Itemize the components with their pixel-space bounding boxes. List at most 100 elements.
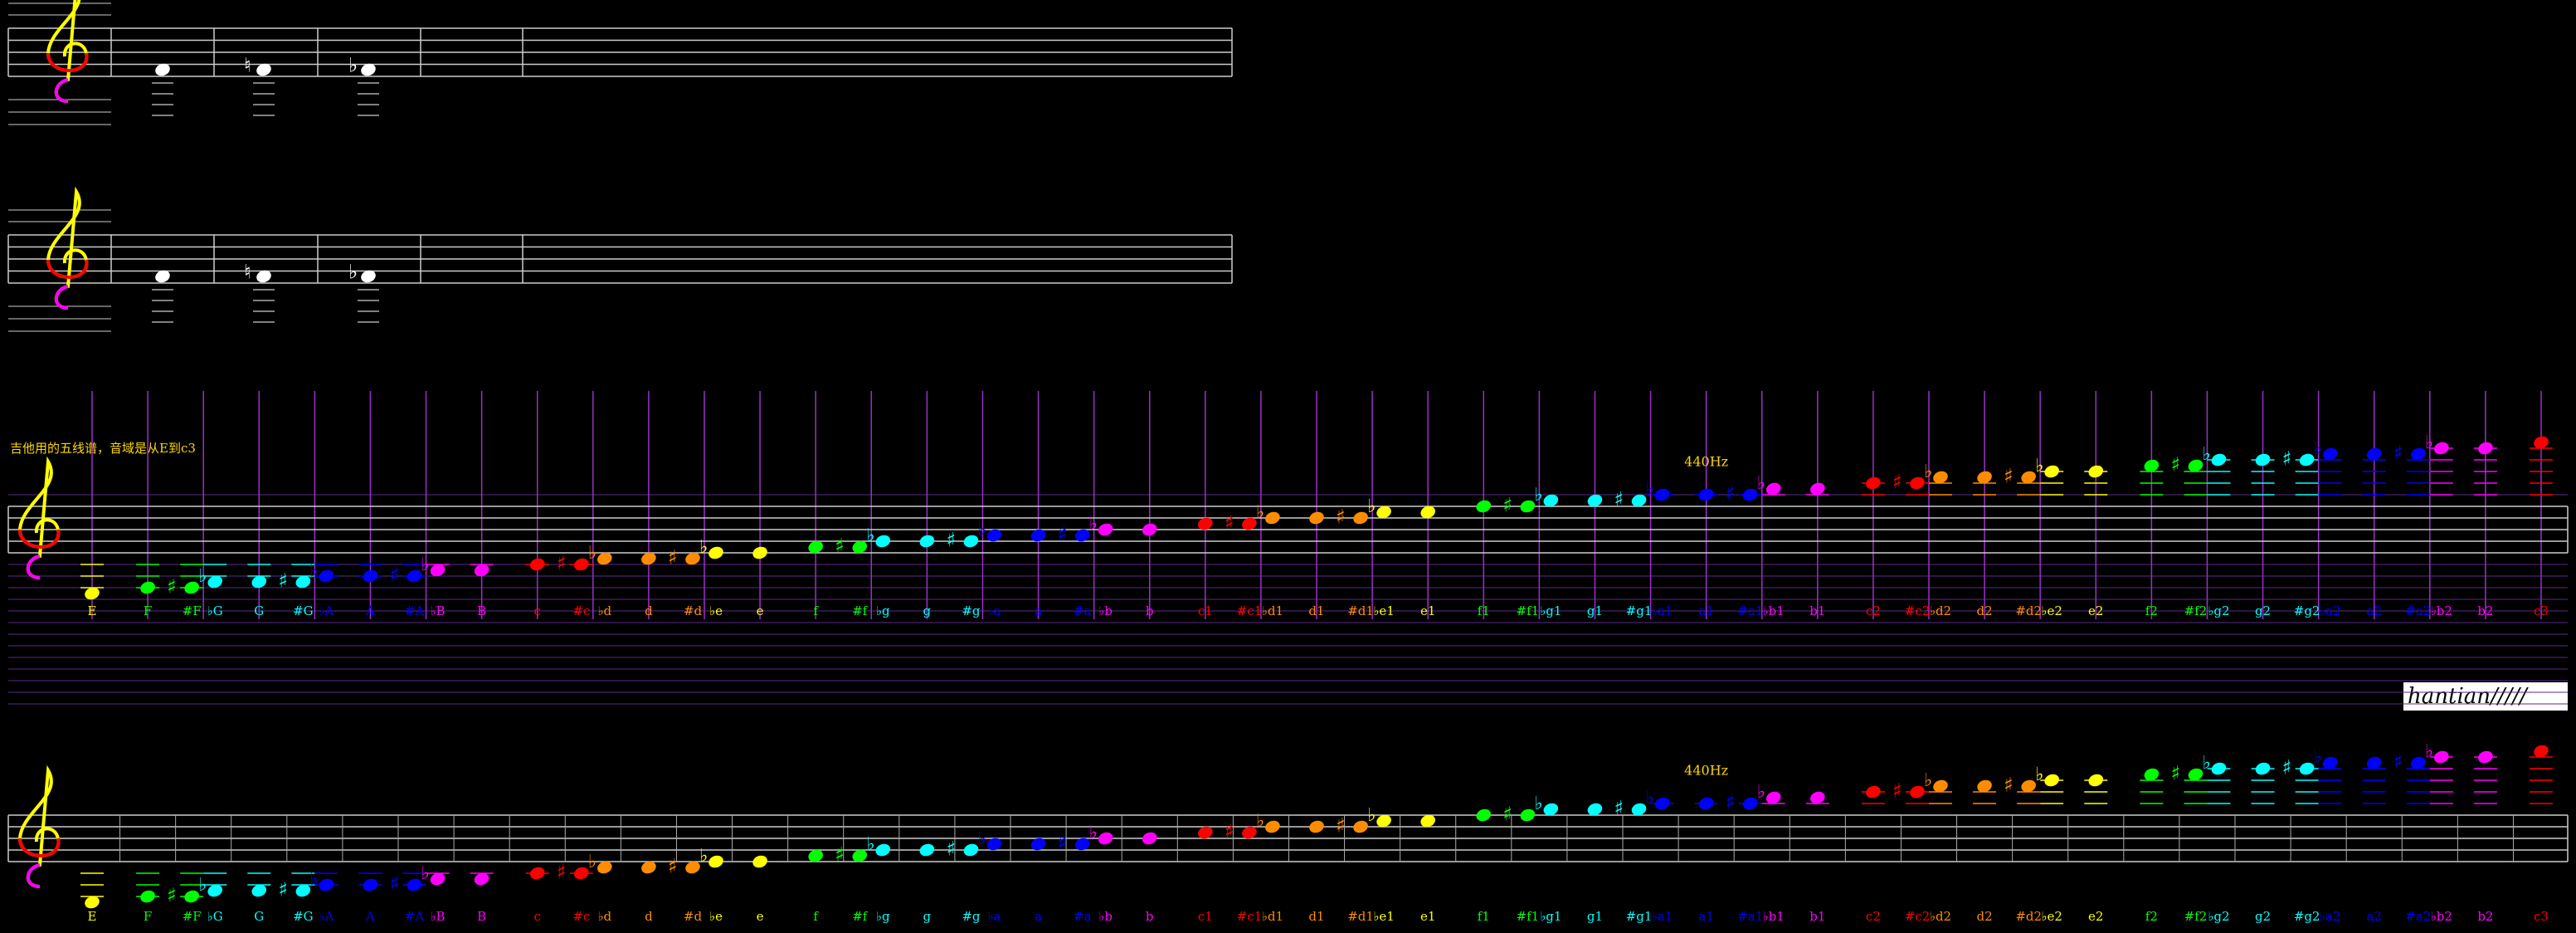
note-head [685,861,700,874]
note-head [1910,785,1925,799]
note-head [2322,756,2338,769]
note-head [1810,482,1825,496]
note-label: ♭a1 [1652,603,1673,618]
note-label: g [923,909,932,924]
note-label: #d [684,909,703,924]
note-head [2188,459,2203,472]
note-head [1198,826,1213,839]
note-head [1933,471,1948,484]
note-label: f2 [2145,603,2158,618]
accidental: ♭ [588,543,597,564]
note-label: ♭d2 [1930,603,1951,618]
note-label: ♭d [597,909,611,924]
accidental: ♭ [1089,823,1098,843]
note-label: c1 [1198,909,1213,924]
note-label: ♭b [1098,909,1113,924]
accidental: ♯ [1502,494,1512,517]
note-label: ♭g2 [2208,603,2229,618]
accidental: ♭ [2035,764,2043,785]
note-head [1866,785,1881,799]
note-label: e1 [1420,603,1435,618]
accidental: ♭ [866,834,874,855]
accidental: ♯ [557,861,567,884]
note-label: #f [852,603,869,618]
note-head [808,849,823,862]
accidental: ♮ [244,54,251,77]
note-head [1587,803,1603,816]
note-label: #d1 [1347,909,1374,924]
treble-clef-accent [46,259,89,279]
note-head [2434,442,2449,455]
accidental: ♯ [278,569,288,593]
note-head [1742,797,1758,810]
note-label: f [813,909,819,924]
note-head [2411,447,2426,461]
treble-clef-accent [26,554,41,579]
accidental: ♭ [348,261,358,284]
note-label: c [534,909,541,924]
note-label: #A [405,603,425,618]
note-label: c1 [1198,603,1213,618]
note-head [1074,838,1090,851]
note-head [1353,511,1368,525]
accidental: ♭ [1256,811,1264,832]
note-label: F [144,909,152,924]
note-head [963,843,979,857]
note-head [852,849,868,862]
note-label: #a [1074,909,1092,924]
note-label: c3 [2534,909,2549,924]
note-head [251,884,267,897]
note-label: ♭g [876,909,890,924]
note-head [2044,774,2059,787]
note-head [1142,832,1157,845]
accidental: ♯ [167,884,177,907]
note-label: g2 [2255,909,2271,924]
note-label: #c1 [1237,909,1263,924]
note-label: ♭B [430,603,445,618]
note-head [363,878,378,891]
note-head [1810,791,1825,804]
note-head [1977,471,1992,484]
note-label: e [757,909,764,924]
note-head [1587,494,1603,507]
accidental: ♭ [1924,770,1932,791]
note-label: #a1 [1737,909,1763,924]
note-head [529,867,545,880]
note-head [709,546,723,559]
accidental: ♯ [390,564,400,587]
note-label: e [757,603,764,618]
accidental: ♯ [390,872,400,896]
note-label: a1 [1698,909,1714,924]
note-head [641,861,656,874]
note-head [184,581,199,594]
note-head [140,890,155,903]
note-head [685,552,700,565]
note-label: d1 [1308,909,1324,924]
accidental: ♯ [1892,779,1902,803]
note-label: c2 [1866,603,1881,618]
note-head [641,552,656,565]
note-label: #c2 [1905,909,1931,924]
note-head [1933,779,1948,793]
pitch-marker: 440Hz [1684,454,1728,470]
note-label: B [477,909,486,924]
note-head [597,861,612,874]
accidental: ♯ [557,552,567,575]
note-label: #d1 [1347,603,1374,618]
note-label: #f2 [2184,909,2208,924]
note-label: e1 [1420,909,1435,924]
accidental: ♭ [1534,485,1542,506]
note-label: d2 [1977,909,1993,924]
note-label: #f2 [2184,603,2208,618]
note-head [2144,768,2160,781]
accidental: ♭ [2425,432,2433,453]
note-head [1376,814,1391,828]
note-head [808,540,823,554]
note-head [2411,756,2426,769]
note-label: #f [852,909,869,924]
note-head [207,884,222,897]
note-head [2088,774,2104,787]
accidental: ♭ [1924,462,1932,482]
note-head [2478,442,2493,455]
note-label: #g1 [1626,603,1653,618]
